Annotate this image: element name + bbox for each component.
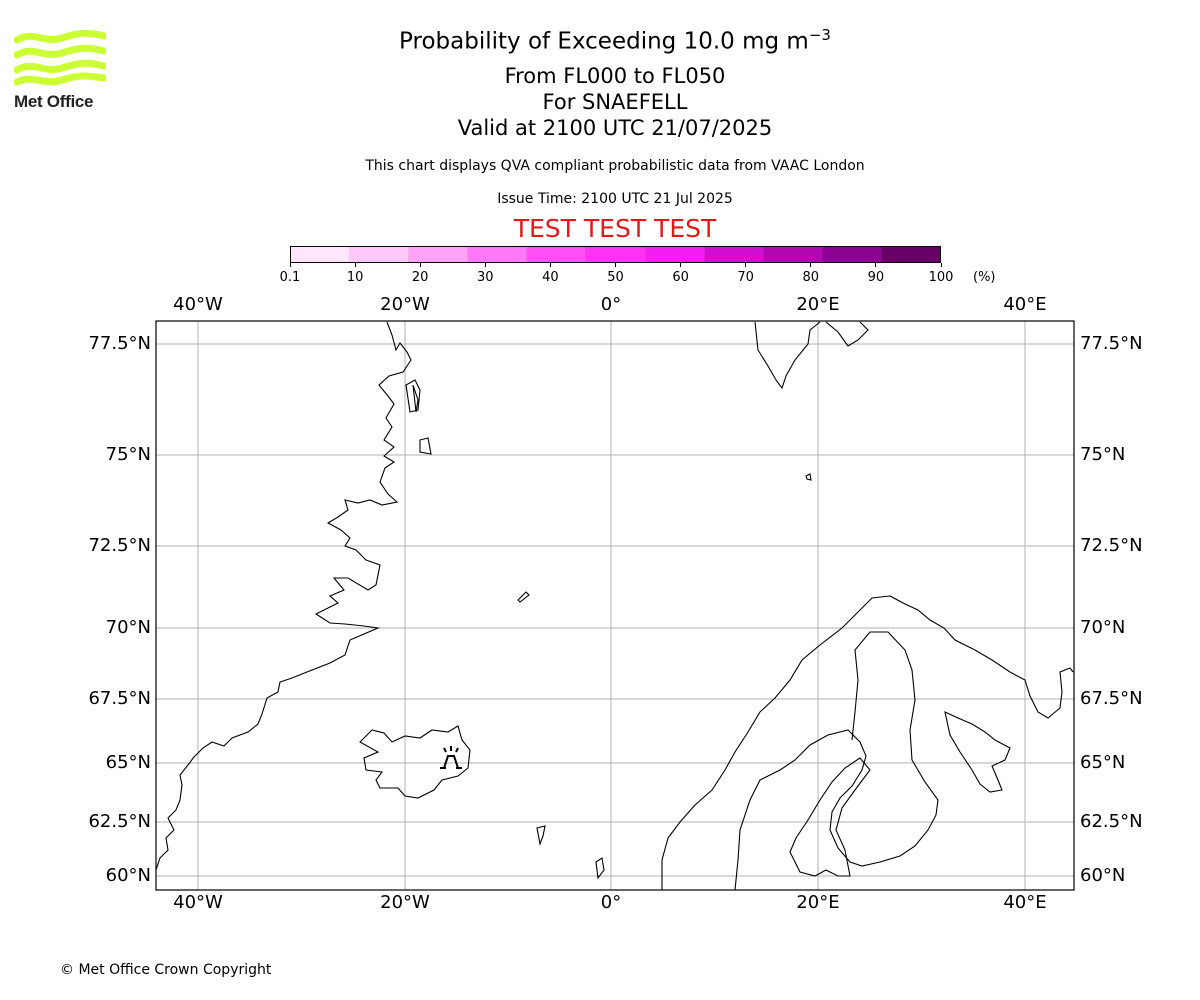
test-banner: TEST TEST TEST — [513, 214, 717, 243]
coastline-gulf-of-bothnia — [789, 757, 871, 877]
colorbar-label: 20 — [411, 270, 429, 285]
colorbar-tick — [419, 263, 421, 267]
lon-label-bottom: 40°W — [173, 892, 223, 913]
coastline-iceland — [359, 725, 471, 799]
colorbar-tick — [615, 263, 616, 267]
colorbar-segment — [645, 247, 705, 262]
map-frame — [155, 320, 1075, 891]
colorbar-label: 40 — [542, 270, 559, 285]
coastline-shetland — [595, 857, 605, 880]
colorbar-label: 50 — [607, 270, 624, 285]
colorbar-label: 80 — [802, 270, 820, 285]
title-levels: From FL000 to FL050 — [504, 64, 726, 88]
colorbar-tick — [289, 263, 291, 267]
coastline-greenland — [155, 321, 412, 871]
title-main: Probability of Exceeding 10.0 mg m — [399, 28, 809, 55]
title-exponent: −3 — [808, 26, 831, 44]
colorbar-label: 0.1 — [279, 270, 301, 285]
colorbar-segment — [468, 247, 528, 262]
lon-label-top: 40°E — [1003, 294, 1047, 315]
colorbar-segment — [291, 247, 351, 262]
lat-label-left: 62.5°N — [88, 811, 151, 832]
met-office-wave-logo-icon — [13, 29, 108, 86]
title-volcano: For SNAEFELL — [542, 90, 688, 114]
data-source-note: This chart displays QVA compliant probab… — [365, 158, 865, 174]
lat-label-right: 75°N — [1080, 444, 1126, 465]
coastline-white-sea — [944, 711, 1011, 793]
colorbar-segment — [350, 247, 410, 262]
lat-label-right: 65°N — [1080, 752, 1126, 773]
coastline-jan-mayen — [517, 591, 530, 603]
issue-time: Issue Time: 2100 UTC 21 Jul 2025 — [497, 191, 733, 207]
coastline-greenland-islands — [405, 379, 432, 455]
colorbar-tick — [940, 263, 942, 267]
colorbar-tick — [745, 263, 747, 267]
lon-label-bottom: 0° — [600, 892, 622, 913]
lat-label-left: 70°N — [105, 617, 151, 638]
colorbar-label: 30 — [477, 270, 494, 285]
chart-title: Probability of Exceeding 10.0 mg m−3 — [0, 26, 1200, 55]
colorbar-label: 90 — [867, 270, 885, 285]
colorbar-tick — [354, 263, 356, 267]
colorbar-segment — [763, 247, 823, 262]
lat-label-left: 60°N — [105, 865, 151, 886]
lon-label-top: 40°W — [173, 294, 223, 315]
met-office-logo — [13, 29, 108, 112]
coastline-svalbard — [754, 321, 821, 390]
colorbar-segment — [704, 247, 764, 262]
colorbar-segment — [527, 247, 587, 262]
colorbar-label: 10 — [346, 270, 364, 285]
title-valid-time: Valid at 2100 UTC 21/07/2025 — [457, 116, 773, 140]
colorbar-segment — [409, 247, 469, 262]
lon-label-top: 20°E — [796, 294, 840, 315]
graticule — [156, 321, 1074, 890]
lat-label-right: 72.5°N — [1080, 535, 1143, 556]
colorbar-tick — [549, 263, 551, 267]
lon-label-bottom: 20°E — [796, 892, 840, 913]
coastline-bear-island — [805, 473, 812, 481]
volcano-icon — [440, 746, 462, 769]
colorbar-label: 100 — [928, 270, 954, 285]
lat-label-right: 70°N — [1080, 617, 1126, 638]
colorbar-unit: (%) — [973, 270, 996, 285]
lat-label-left: 67.5°N — [88, 688, 151, 709]
lat-label-right: 77.5°N — [1080, 333, 1143, 354]
lat-label-left: 72.5°N — [88, 535, 151, 556]
lat-label-right: 62.5°N — [1080, 811, 1143, 832]
colorbar-tick — [484, 263, 486, 267]
lon-label-top: 20°W — [380, 294, 430, 315]
coastlines — [155, 321, 1074, 891]
coastline-svalbard-east — [825, 321, 869, 347]
colorbar-segment — [881, 247, 941, 262]
lat-label-left: 65°N — [105, 752, 151, 773]
colorbar-tick — [875, 263, 877, 267]
colorbar-label: 60 — [672, 270, 689, 285]
colorbar-segment — [822, 247, 882, 262]
colorbar-segment — [586, 247, 646, 262]
colorbar-tick — [680, 263, 682, 267]
colorbar-label: 70 — [737, 270, 754, 285]
lat-label-right: 60°N — [1080, 865, 1126, 886]
coastline-norway — [661, 595, 1074, 890]
lon-label-bottom: 40°E — [1003, 892, 1047, 913]
lat-label-right: 67.5°N — [1080, 688, 1143, 709]
lat-label-left: 77.5°N — [88, 333, 151, 354]
copyright: © Met Office Crown Copyright — [60, 962, 272, 978]
lon-label-top: 0° — [600, 294, 622, 315]
logo-text: Met Office — [14, 92, 94, 111]
colorbar-tick — [810, 263, 812, 267]
coastline-baltic — [734, 631, 939, 891]
coastline-faroe — [536, 825, 546, 847]
lon-label-bottom: 20°W — [380, 892, 430, 913]
probability-colorbar — [290, 246, 941, 263]
lat-label-left: 75°N — [105, 444, 151, 465]
